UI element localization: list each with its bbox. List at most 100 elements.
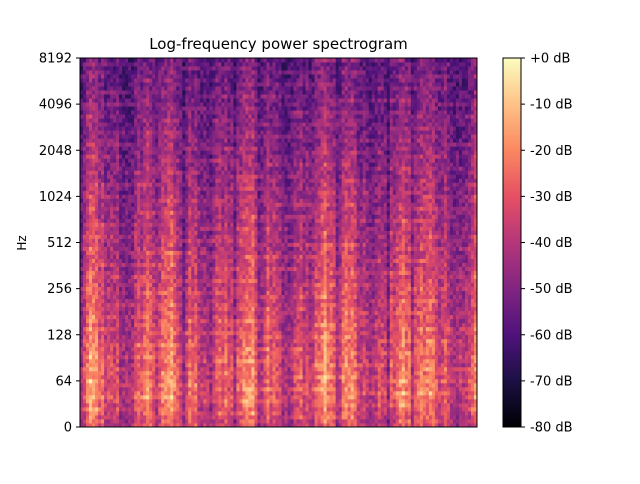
heatmap-cell bbox=[113, 274, 117, 279]
heatmap-cell bbox=[107, 290, 111, 296]
heatmap-cell bbox=[215, 306, 219, 312]
heatmap-cell bbox=[338, 422, 343, 427]
heatmap-cell bbox=[206, 358, 210, 364]
heatmap-cell bbox=[407, 342, 412, 348]
heatmap-cell bbox=[269, 314, 273, 320]
heatmap-cell bbox=[413, 294, 418, 300]
heatmap-cell bbox=[203, 414, 207, 420]
heatmap-cell bbox=[371, 330, 376, 336]
heatmap-cell bbox=[272, 358, 276, 364]
heatmap-cell bbox=[389, 414, 394, 420]
heatmap-cell bbox=[272, 370, 276, 376]
heatmap-cell bbox=[230, 398, 234, 404]
heatmap-cell bbox=[359, 398, 364, 404]
heatmap-cell bbox=[119, 306, 123, 312]
heatmap-cell bbox=[377, 346, 382, 352]
heatmap-cell bbox=[260, 374, 264, 380]
heatmap-cell bbox=[110, 422, 114, 427]
heatmap-cell bbox=[281, 378, 285, 384]
heatmap-cell bbox=[140, 334, 144, 340]
heatmap-cell bbox=[92, 310, 96, 316]
heatmap-cell bbox=[230, 330, 234, 336]
heatmap-cell bbox=[320, 338, 325, 344]
heatmap-cell bbox=[155, 294, 159, 300]
heatmap-cell bbox=[245, 294, 249, 300]
heatmap-cell bbox=[371, 382, 376, 388]
heatmap-cell bbox=[302, 334, 306, 340]
heatmap-cell bbox=[131, 334, 135, 340]
heatmap-cell bbox=[308, 410, 312, 416]
heatmap-cell bbox=[209, 390, 213, 396]
heatmap-cell bbox=[317, 350, 322, 356]
heatmap-cell bbox=[362, 350, 367, 356]
heatmap-cell bbox=[335, 290, 340, 296]
heatmap-cell bbox=[128, 298, 132, 304]
heatmap-cell bbox=[245, 322, 249, 328]
heatmap-cell bbox=[281, 382, 285, 388]
heatmap-cell bbox=[218, 302, 222, 308]
heatmap-cell bbox=[302, 366, 306, 372]
heatmap-cell bbox=[428, 386, 433, 392]
heatmap-cell bbox=[290, 422, 294, 427]
heatmap-cell bbox=[458, 330, 463, 336]
heatmap-cell bbox=[407, 322, 412, 328]
heatmap-cell bbox=[350, 274, 355, 279]
heatmap-cell bbox=[263, 386, 267, 392]
heatmap-cell bbox=[206, 338, 210, 344]
heatmap-cell bbox=[173, 350, 177, 356]
heatmap-cell bbox=[182, 338, 186, 344]
heatmap-cell bbox=[236, 390, 240, 396]
heatmap-cell bbox=[305, 282, 309, 288]
heatmap-cell bbox=[215, 346, 219, 352]
heatmap-cell bbox=[452, 330, 457, 336]
heatmap-cell bbox=[287, 354, 291, 360]
heatmap-cell bbox=[395, 302, 400, 308]
heatmap-cell bbox=[422, 398, 427, 404]
heatmap-cell bbox=[158, 410, 162, 416]
heatmap-cell bbox=[263, 374, 267, 380]
heatmap-cell bbox=[191, 294, 195, 300]
heatmap-cell bbox=[245, 418, 249, 424]
heatmap-cell bbox=[428, 318, 433, 324]
heatmap-cell bbox=[326, 382, 331, 388]
heatmap-cell bbox=[371, 298, 376, 304]
heatmap-cell bbox=[461, 366, 466, 372]
heatmap-cell bbox=[308, 378, 312, 384]
heatmap-cell bbox=[248, 318, 252, 324]
heatmap-cell bbox=[368, 414, 373, 420]
heatmap-cell bbox=[353, 422, 358, 427]
heatmap-cell bbox=[386, 394, 391, 400]
heatmap-cell bbox=[113, 398, 117, 404]
heatmap-cell bbox=[191, 382, 195, 388]
heatmap-cell bbox=[416, 322, 421, 328]
heatmap-cell bbox=[221, 422, 225, 427]
heatmap-cell bbox=[242, 394, 246, 400]
heatmap-cell bbox=[413, 330, 418, 336]
heatmap-cell bbox=[299, 326, 303, 332]
heatmap-cell bbox=[368, 326, 373, 332]
heatmap-cell bbox=[272, 378, 276, 384]
heatmap-cell bbox=[194, 318, 198, 324]
heatmap-cell bbox=[176, 338, 180, 344]
heatmap-cell bbox=[419, 362, 424, 368]
heatmap-cell bbox=[242, 386, 246, 392]
heatmap-cell bbox=[92, 362, 96, 368]
heatmap-cell bbox=[86, 322, 90, 328]
heatmap-cell bbox=[209, 346, 213, 352]
heatmap-cell bbox=[278, 310, 282, 316]
heatmap-cell bbox=[299, 334, 303, 340]
heatmap-cell bbox=[218, 382, 222, 388]
heatmap-cell bbox=[251, 354, 255, 360]
heatmap-cell bbox=[326, 306, 331, 312]
heatmap-cell bbox=[440, 410, 445, 416]
heatmap-cell bbox=[113, 290, 117, 296]
heatmap-cell bbox=[383, 286, 388, 292]
heatmap-cell bbox=[146, 294, 150, 300]
heatmap-cell bbox=[266, 394, 270, 400]
heatmap-cell bbox=[149, 306, 153, 312]
heatmap-cell bbox=[359, 386, 364, 392]
heatmap-cell bbox=[254, 278, 258, 284]
heatmap-cell bbox=[395, 274, 400, 279]
heatmap-cell bbox=[116, 298, 120, 304]
heatmap-cell bbox=[173, 302, 177, 308]
